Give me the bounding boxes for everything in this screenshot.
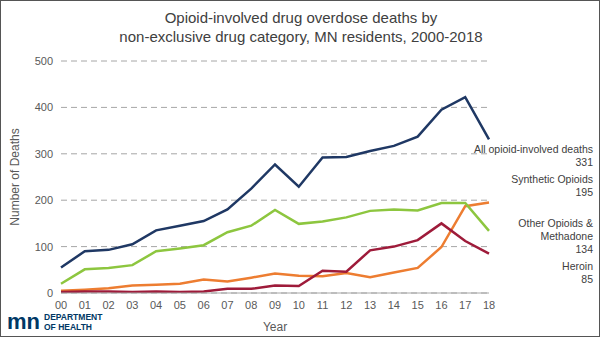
svg-text:Heroin85: Heroin85 (562, 260, 592, 285)
svg-text:09: 09 (269, 299, 281, 311)
svg-text:14: 14 (388, 299, 400, 311)
svg-text:400: 400 (35, 101, 53, 113)
svg-text:11: 11 (317, 299, 328, 311)
svg-text:05: 05 (174, 299, 186, 311)
svg-text:10: 10 (293, 299, 305, 311)
html-text:OF HEALTH: OF HEALTH (44, 322, 92, 332)
svg-text:15: 15 (412, 299, 424, 311)
svg-text:00: 00 (55, 299, 67, 311)
svg-text:16: 16 (435, 299, 447, 311)
svg-text:Other Opioids &Methadone134: Other Opioids &Methadone134 (518, 217, 592, 255)
svg-text:Synthetic Opioids195: Synthetic Opioids195 (511, 173, 592, 198)
svg-text:03: 03 (126, 299, 138, 311)
svg-text:18: 18 (483, 299, 495, 311)
html-text:Opioid-involved drug overdose: Opioid-involved drug overdose deaths by (164, 9, 438, 26)
svg-text:04: 04 (150, 299, 162, 311)
svg-text:17: 17 (459, 299, 471, 311)
svg-text:100: 100 (35, 241, 53, 253)
svg-text:01: 01 (79, 299, 91, 311)
html-text:DEPARTMENT: DEPARTMENT (44, 312, 103, 322)
svg-text:Year: Year (263, 320, 287, 334)
svg-text:12: 12 (340, 299, 352, 311)
html-text:non-exclusive drug category, M: non-exclusive drug category, MN resident… (119, 28, 483, 45)
svg-text:07: 07 (221, 299, 233, 311)
svg-text:02: 02 (102, 299, 114, 311)
html-text:mn: mn (7, 309, 40, 334)
svg-text:300: 300 (35, 148, 53, 160)
svg-text:08: 08 (245, 299, 257, 311)
svg-text:500: 500 (35, 55, 53, 67)
svg-text:200: 200 (35, 194, 53, 206)
svg-text:0: 0 (47, 287, 53, 299)
svg-text:06: 06 (198, 299, 210, 311)
svg-text:13: 13 (364, 299, 376, 311)
svg-text:Number of Deaths: Number of Deaths (8, 128, 22, 225)
svg-text:All opioid-involved deaths331: All opioid-involved deaths331 (474, 143, 592, 168)
